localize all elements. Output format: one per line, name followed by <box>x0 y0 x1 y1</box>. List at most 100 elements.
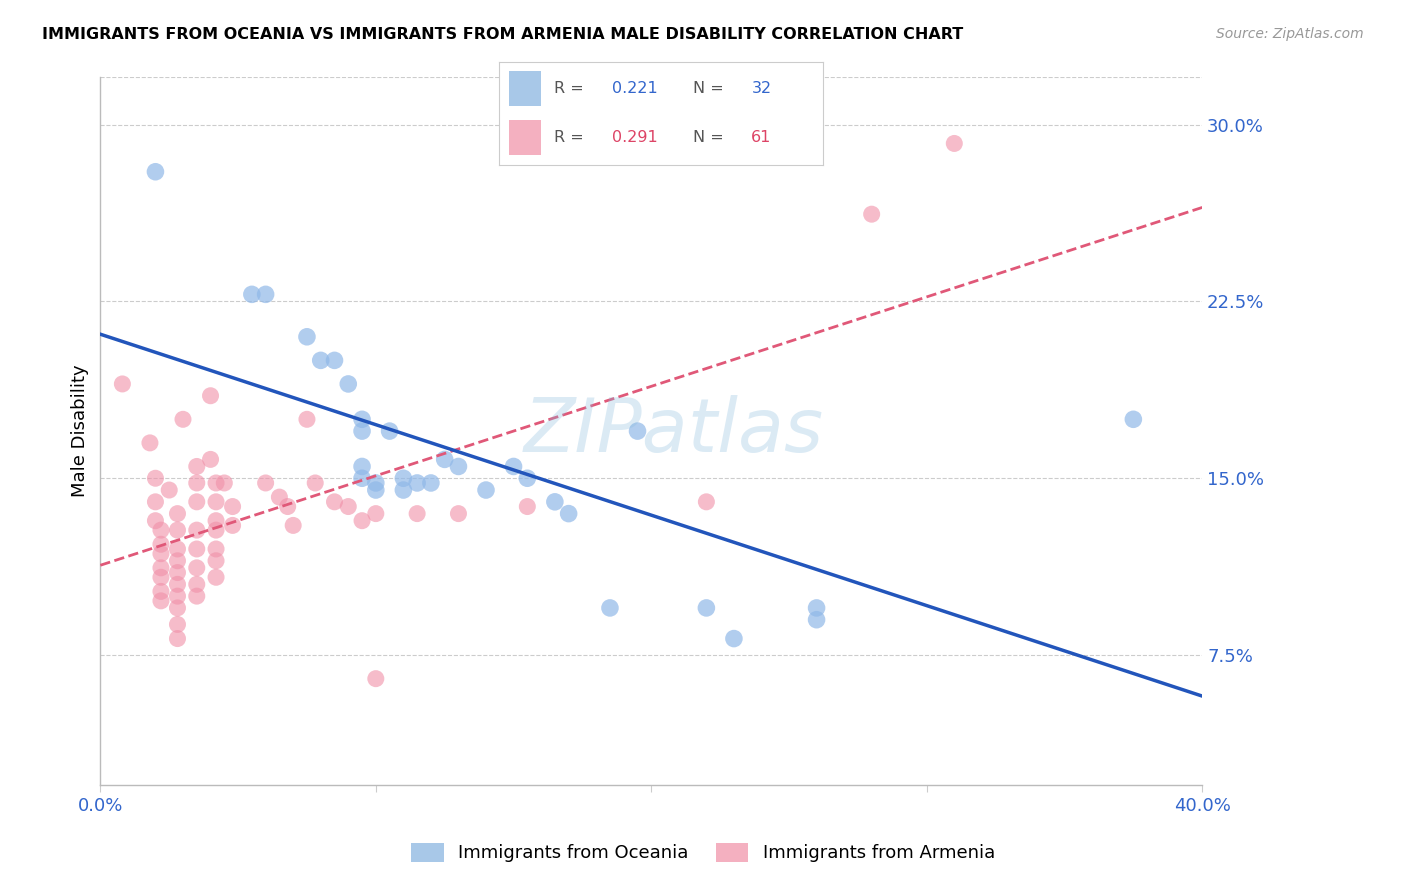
Point <box>392 471 415 485</box>
Point <box>166 554 188 568</box>
Point <box>200 389 222 403</box>
Text: 61: 61 <box>751 130 772 145</box>
Point <box>447 507 470 521</box>
Point <box>295 412 318 426</box>
Point <box>1122 412 1144 426</box>
Point <box>406 507 429 521</box>
Point <box>205 541 228 556</box>
Text: 0.221: 0.221 <box>613 80 658 95</box>
Point <box>304 475 326 490</box>
Point <box>254 287 277 301</box>
Point <box>205 495 228 509</box>
Point <box>475 483 498 497</box>
Point <box>172 412 194 426</box>
Point <box>145 471 167 485</box>
Point <box>205 514 228 528</box>
Point <box>186 577 208 591</box>
Point <box>166 617 188 632</box>
Point <box>806 613 828 627</box>
FancyBboxPatch shape <box>509 120 541 155</box>
Point <box>406 475 429 490</box>
Point <box>295 330 318 344</box>
Point <box>352 412 374 426</box>
Point <box>221 500 243 514</box>
FancyBboxPatch shape <box>509 70 541 105</box>
Point <box>723 632 745 646</box>
Point <box>557 507 579 521</box>
Point <box>254 475 277 490</box>
Point <box>214 475 236 490</box>
Point <box>378 424 401 438</box>
Point <box>352 424 374 438</box>
Point <box>166 541 188 556</box>
Point <box>364 475 387 490</box>
Point <box>166 566 188 580</box>
Text: Source: ZipAtlas.com: Source: ZipAtlas.com <box>1216 27 1364 41</box>
Point <box>149 561 172 575</box>
Point <box>626 424 648 438</box>
Point <box>186 589 208 603</box>
Text: 32: 32 <box>751 80 772 95</box>
Point <box>157 483 180 497</box>
Point <box>186 459 208 474</box>
Point <box>419 475 441 490</box>
Point <box>111 376 134 391</box>
Point <box>337 500 360 514</box>
Point <box>145 165 167 179</box>
Point <box>352 459 374 474</box>
Point <box>221 518 243 533</box>
Y-axis label: Male Disability: Male Disability <box>72 365 89 498</box>
Point <box>145 514 167 528</box>
Text: N =: N = <box>693 130 730 145</box>
Point <box>166 632 188 646</box>
Point <box>186 523 208 537</box>
Point <box>337 376 360 391</box>
Point <box>269 490 291 504</box>
Point <box>447 459 470 474</box>
Point <box>166 577 188 591</box>
Point <box>364 507 387 521</box>
Point <box>695 495 717 509</box>
Text: R =: R = <box>554 130 589 145</box>
Point <box>149 584 172 599</box>
Point <box>205 523 228 537</box>
Point <box>149 523 172 537</box>
Point <box>364 672 387 686</box>
Point <box>943 136 966 151</box>
Point <box>323 353 346 368</box>
Point <box>166 507 188 521</box>
Point <box>200 452 222 467</box>
Legend: Immigrants from Oceania, Immigrants from Armenia: Immigrants from Oceania, Immigrants from… <box>404 836 1002 870</box>
Point <box>502 459 524 474</box>
Point <box>695 601 717 615</box>
Point <box>166 589 188 603</box>
Point <box>186 475 208 490</box>
Text: ZIPatlas: ZIPatlas <box>523 395 824 467</box>
Point <box>544 495 567 509</box>
Text: 0.291: 0.291 <box>613 130 658 145</box>
Point <box>277 500 299 514</box>
Point <box>149 594 172 608</box>
Text: IMMIGRANTS FROM OCEANIA VS IMMIGRANTS FROM ARMENIA MALE DISABILITY CORRELATION C: IMMIGRANTS FROM OCEANIA VS IMMIGRANTS FR… <box>42 27 963 42</box>
Text: N =: N = <box>693 80 730 95</box>
Point <box>166 523 188 537</box>
Point <box>186 495 208 509</box>
Point <box>599 601 621 615</box>
Point <box>516 500 538 514</box>
Point <box>352 471 374 485</box>
Point <box>309 353 332 368</box>
Point <box>240 287 263 301</box>
Point <box>139 436 162 450</box>
Point <box>186 561 208 575</box>
Point <box>205 570 228 584</box>
Point <box>283 518 305 533</box>
Point <box>352 514 374 528</box>
Point <box>516 471 538 485</box>
Point <box>860 207 883 221</box>
Point <box>392 483 415 497</box>
Point <box>166 601 188 615</box>
Point <box>364 483 387 497</box>
Point <box>149 547 172 561</box>
Point <box>205 554 228 568</box>
Point <box>149 537 172 551</box>
